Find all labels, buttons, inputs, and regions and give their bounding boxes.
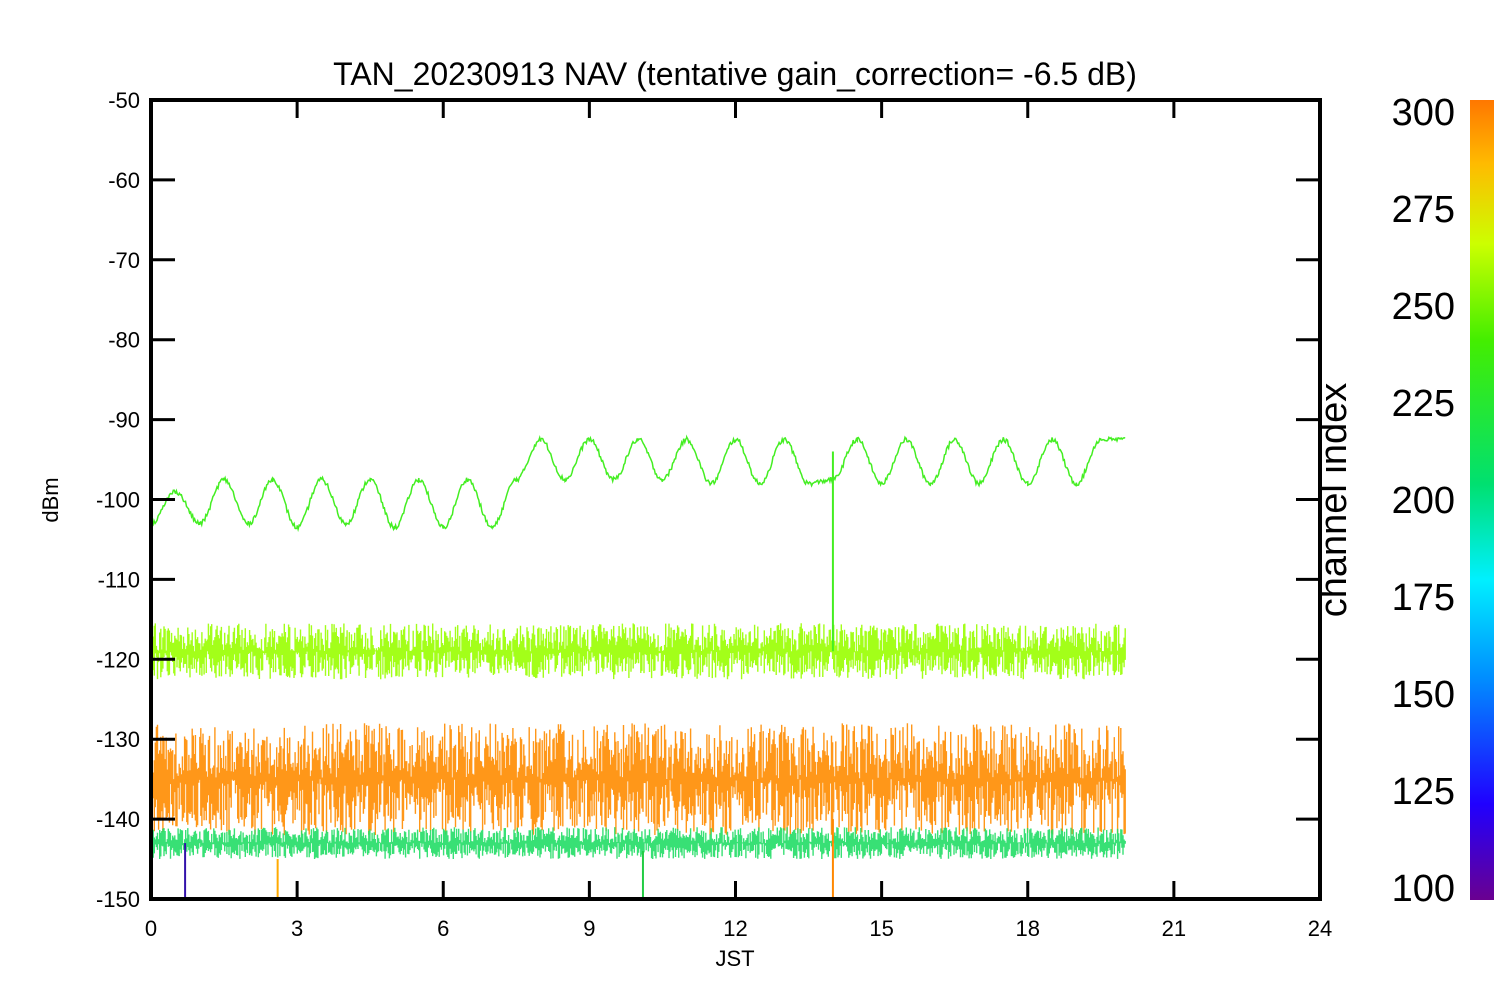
x-tick-label: 9	[583, 916, 595, 941]
x-axis-label: JST	[715, 946, 754, 971]
x-tick-label: 15	[869, 916, 893, 941]
plot-area	[150, 434, 1126, 899]
y-tick-label: -110	[98, 567, 140, 592]
colorbar-tick-label: 225	[1392, 383, 1455, 425]
colorbar-label: channel index	[1313, 383, 1355, 618]
colorbar-tick-label: 300	[1392, 92, 1455, 134]
x-axis: 0 3 6 9 12 15 18 21 24	[145, 100, 1332, 941]
colorbar-tick-label: 175	[1392, 577, 1455, 619]
band-0	[150, 623, 1126, 680]
y-tick-label: -150	[96, 887, 140, 912]
y-tick-label: -50	[108, 88, 140, 113]
chart-title: TAN_20230913 NAV (tentative gain_correct…	[333, 56, 1137, 92]
y-tick-label: -120	[96, 647, 140, 672]
colorbar-tick-label: 125	[1392, 771, 1455, 813]
x-tick-label: 24	[1308, 916, 1332, 941]
x-tick-label: 18	[1016, 916, 1040, 941]
colorbar-tick-label: 200	[1392, 480, 1455, 522]
y-tick-label: -100	[96, 488, 140, 513]
y-tick-label: -60	[108, 168, 140, 193]
y-axis: -50 -60 -70 -80 -90 -100 -110 -120 -130 -140 -150	[96, 88, 1320, 912]
colorbar-tick-label: 100	[1392, 868, 1455, 910]
x-tick-label: 21	[1162, 916, 1186, 941]
series-0-line	[150, 434, 1126, 533]
y-tick-label: -70	[108, 248, 140, 273]
x-tick-label: 0	[145, 916, 157, 941]
colorbar-tick-label: 150	[1392, 674, 1455, 716]
colorbar	[1470, 100, 1494, 900]
band-2	[150, 827, 1126, 859]
x-tick-label: 12	[723, 916, 747, 941]
y-tick-label: -140	[96, 807, 140, 832]
colorbar-tick-label: 275	[1392, 189, 1455, 231]
band-1	[150, 723, 1126, 836]
x-tick-label: 3	[291, 916, 303, 941]
colorbar-ticks: 300 275 250 225 200 175 150 125 100	[1392, 92, 1455, 910]
x-tick-label: 6	[437, 916, 449, 941]
colorbar-tick-label: 250	[1392, 286, 1455, 328]
colorbar-gradient	[1470, 100, 1494, 900]
y-tick-label: -90	[108, 408, 140, 433]
y-tick-label: -130	[96, 727, 140, 752]
y-tick-label: -80	[108, 328, 140, 353]
y-axis-label: dBm	[38, 477, 63, 522]
